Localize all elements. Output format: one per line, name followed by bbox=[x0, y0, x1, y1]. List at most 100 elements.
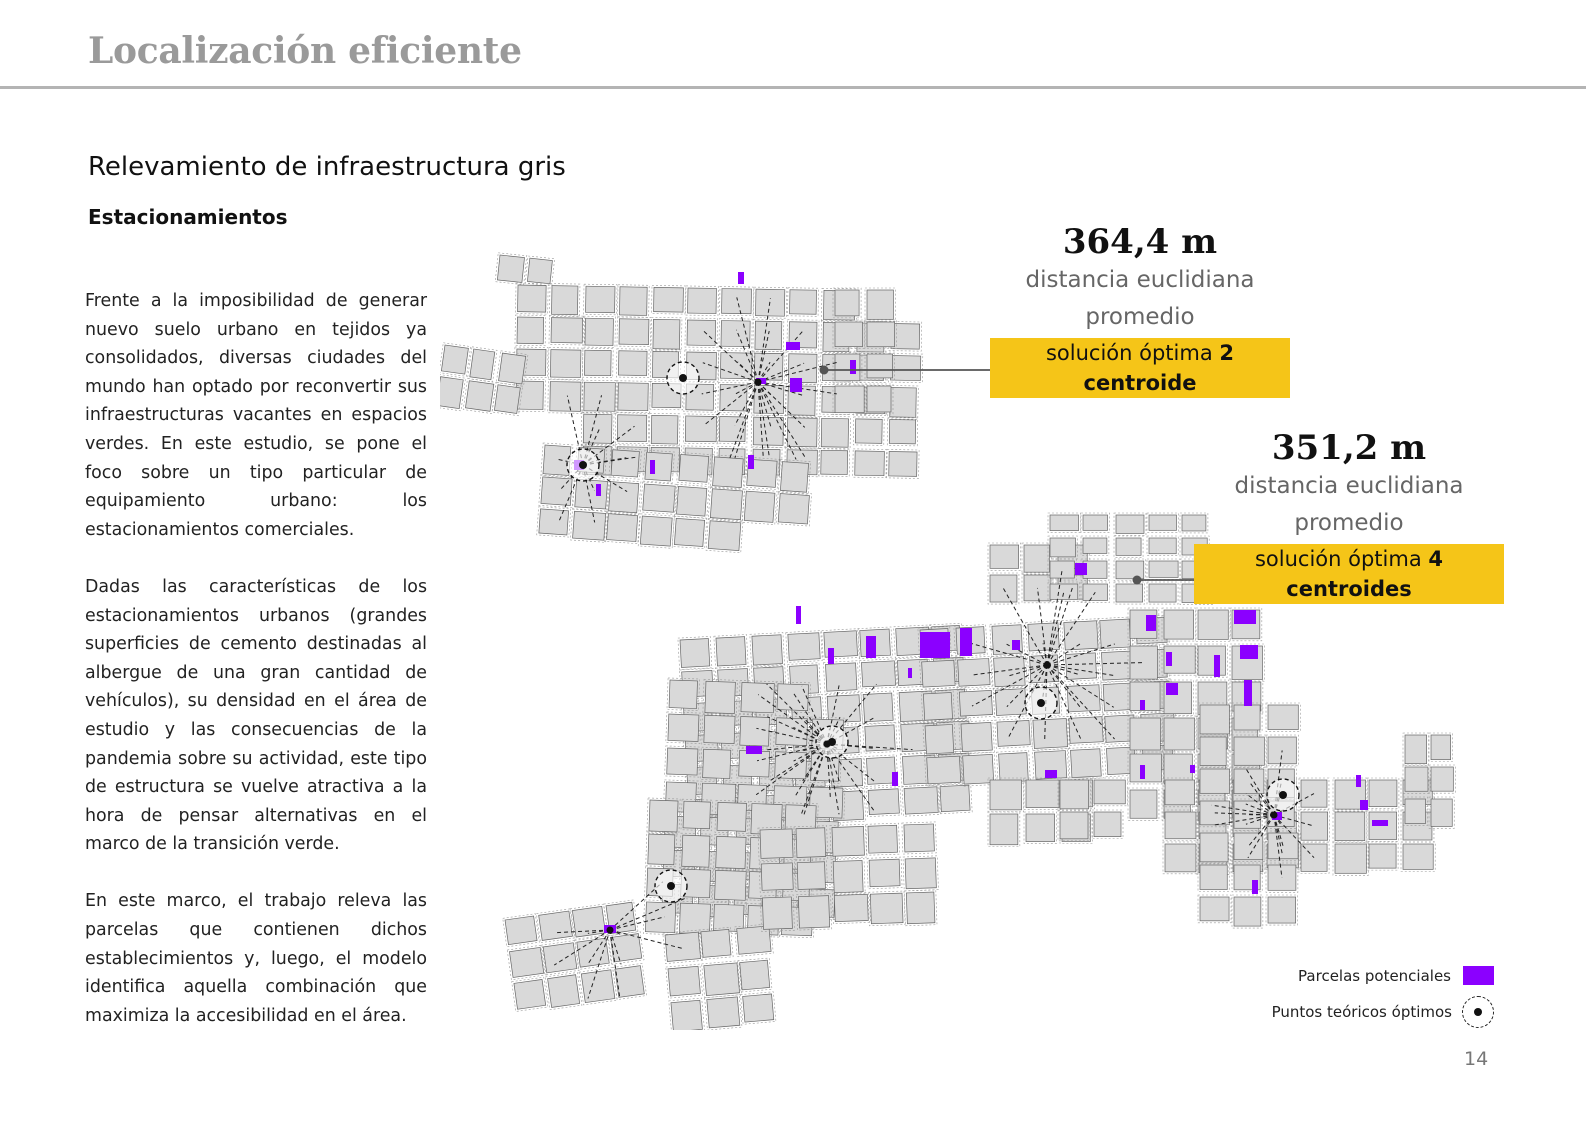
city-block bbox=[716, 802, 747, 832]
city-block bbox=[667, 965, 701, 997]
city-block bbox=[742, 993, 775, 1023]
city-block bbox=[1115, 583, 1143, 603]
distance-label-2: promedio bbox=[1085, 304, 1195, 330]
parcel-hub bbox=[1043, 661, 1051, 669]
distance-line bbox=[582, 395, 603, 466]
city-block bbox=[440, 344, 469, 375]
city-block bbox=[1115, 537, 1142, 556]
distance-line bbox=[1245, 803, 1275, 816]
city-block bbox=[704, 680, 736, 714]
city-block bbox=[647, 833, 676, 866]
city-block bbox=[550, 317, 584, 344]
parcel-hub bbox=[754, 378, 762, 386]
city-block bbox=[707, 520, 742, 551]
city-block bbox=[504, 915, 538, 945]
city-block bbox=[652, 319, 681, 350]
potential-parcel bbox=[1140, 700, 1145, 710]
distance-line bbox=[757, 329, 805, 383]
parcel-hub bbox=[579, 461, 587, 469]
potential-parcel bbox=[1240, 645, 1258, 659]
distance-line bbox=[736, 297, 759, 383]
potential-parcel bbox=[1190, 765, 1195, 773]
distance-line bbox=[609, 881, 664, 931]
city-block bbox=[513, 979, 547, 1010]
city-block bbox=[606, 513, 639, 542]
purple-swatch-icon bbox=[1463, 966, 1494, 985]
city-block bbox=[739, 716, 770, 747]
city-block bbox=[866, 385, 892, 413]
distance-label: distancia euclidiana bbox=[1025, 267, 1255, 293]
city-block bbox=[989, 544, 1019, 569]
distance-line bbox=[793, 743, 828, 762]
city-block bbox=[869, 892, 904, 925]
body-paragraph-1: Frente a la imposibilidad de generar nue… bbox=[85, 291, 427, 540]
city-block bbox=[1115, 560, 1145, 580]
parcel-hub bbox=[606, 926, 614, 934]
distance-line bbox=[566, 395, 584, 466]
city-block bbox=[547, 974, 581, 1008]
legend-points-label: Puntos teóricos óptimos bbox=[1271, 1003, 1452, 1021]
parcel-hub bbox=[1270, 811, 1278, 819]
city-block bbox=[1199, 736, 1227, 766]
city-block bbox=[1148, 537, 1177, 555]
distance-line bbox=[971, 664, 1048, 707]
distance-line bbox=[734, 381, 759, 459]
city-block bbox=[645, 901, 677, 934]
distance-line bbox=[559, 464, 584, 491]
city-block bbox=[820, 417, 849, 448]
optimal-point-dot bbox=[679, 374, 687, 382]
potential-parcel bbox=[960, 628, 972, 656]
city-block bbox=[1197, 609, 1229, 640]
distance-line bbox=[1214, 812, 1275, 816]
city-block bbox=[1059, 779, 1089, 810]
city-block bbox=[1129, 681, 1161, 711]
legend-parcels: Parcelas potenciales bbox=[1298, 966, 1494, 985]
city-block bbox=[989, 574, 1018, 603]
city-block bbox=[616, 414, 648, 443]
distance-line bbox=[755, 743, 828, 796]
city-block bbox=[684, 415, 717, 443]
distance-line bbox=[1003, 588, 1048, 666]
city-block bbox=[1199, 800, 1230, 826]
city-block bbox=[667, 713, 700, 742]
city-block bbox=[922, 692, 953, 721]
city-block bbox=[833, 893, 869, 922]
stat-four-centroids: 351,2 m distancia euclidiana promedio so… bbox=[1194, 428, 1504, 604]
city-block bbox=[542, 444, 572, 476]
city-block bbox=[921, 659, 956, 688]
city-block bbox=[715, 835, 747, 870]
city-block bbox=[614, 965, 645, 998]
city-block bbox=[1163, 717, 1195, 751]
potential-parcel bbox=[828, 648, 834, 664]
city-block bbox=[465, 380, 495, 412]
distance-line bbox=[757, 381, 806, 428]
potential-parcel bbox=[786, 342, 800, 350]
city-block bbox=[861, 660, 896, 688]
potential-parcel bbox=[1372, 820, 1388, 826]
city-block bbox=[1430, 798, 1453, 827]
city-block bbox=[1082, 537, 1108, 554]
city-block bbox=[1197, 645, 1226, 676]
city-block bbox=[939, 784, 971, 813]
solution-highlight: solución óptima 2 centroide bbox=[990, 338, 1290, 398]
distance-line bbox=[1046, 591, 1096, 666]
city-block bbox=[996, 720, 1031, 747]
city-block bbox=[1049, 514, 1079, 531]
potential-parcel bbox=[850, 360, 856, 374]
city-block bbox=[551, 285, 579, 316]
city-block bbox=[1032, 718, 1069, 749]
city-block bbox=[668, 679, 698, 709]
city-block bbox=[1233, 896, 1262, 927]
city-block bbox=[1199, 768, 1230, 794]
potential-parcel bbox=[1146, 615, 1156, 631]
distance-line bbox=[802, 716, 828, 745]
potential-parcel bbox=[1244, 680, 1252, 706]
potential-parcel bbox=[746, 746, 762, 754]
page-number: 14 bbox=[1464, 1048, 1489, 1070]
city-block bbox=[1199, 864, 1228, 890]
city-block bbox=[888, 419, 917, 445]
distance-line bbox=[609, 916, 665, 931]
city-block bbox=[670, 999, 703, 1030]
city-block bbox=[549, 381, 582, 412]
city-block bbox=[618, 350, 648, 376]
